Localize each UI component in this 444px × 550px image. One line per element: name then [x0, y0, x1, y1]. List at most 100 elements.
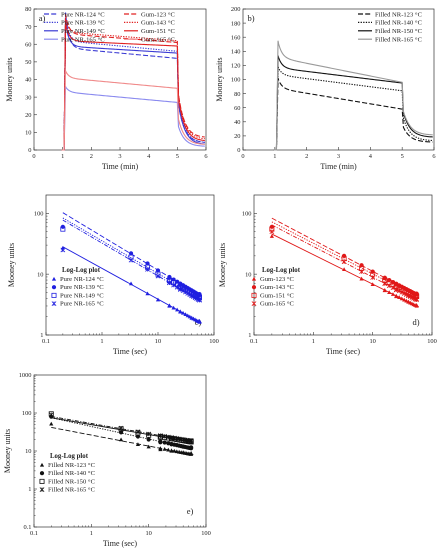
- panel-tag: b): [247, 13, 254, 23]
- data-point: [197, 319, 202, 324]
- data-point: [414, 297, 419, 303]
- legend-label: Filled NR-165 °C: [48, 487, 96, 494]
- y-tick-label: 100: [242, 211, 252, 218]
- fit-line: [62, 217, 202, 300]
- data-point: [359, 269, 364, 275]
- legend-marker: [51, 285, 57, 290]
- data-point: [359, 263, 364, 268]
- panel-tag: e): [187, 506, 194, 516]
- x-tick-label: 1: [273, 153, 276, 160]
- data-point: [387, 290, 392, 295]
- series-line: [61, 86, 205, 151]
- y-tick-label: 40: [234, 119, 240, 126]
- data-point: [178, 309, 183, 314]
- legend-marker: [51, 301, 57, 306]
- y-tick-label: 30: [25, 94, 31, 101]
- data-point: [118, 425, 124, 431]
- y-tick-label: 100: [34, 211, 44, 218]
- data-point: [135, 434, 141, 439]
- x-tick-label: 6: [204, 153, 207, 160]
- legend-marker: [39, 478, 45, 484]
- legend-marker: [251, 276, 257, 281]
- data-point: [390, 292, 396, 296]
- data-point: [175, 307, 180, 312]
- legend-item: Filled NR-150 °C: [358, 28, 423, 35]
- legend-title: Log-Log plot: [62, 267, 101, 274]
- data-point: [341, 267, 347, 272]
- data-point: [393, 287, 399, 292]
- y-tick-label: 80: [25, 6, 31, 13]
- x-tick-label: 0.1: [250, 338, 258, 345]
- series-line: [273, 77, 433, 151]
- data-point: [189, 446, 194, 451]
- data-point: [60, 247, 66, 253]
- data-point: [162, 440, 167, 445]
- legend-item: Gum-143 °C: [251, 284, 295, 291]
- x-tick-label: 2: [90, 153, 93, 160]
- x-tick-label: 2: [305, 153, 308, 160]
- panel-e: 0.1 1 10 100 0.1 1 10 100 1000 Time (sec) Mooney u…: [3, 372, 211, 548]
- data-point: [155, 268, 161, 273]
- legend-item: Filled NR-140 °C: [39, 470, 96, 477]
- legend-marker: [51, 292, 57, 298]
- x-axis-label: Time (min): [102, 162, 139, 171]
- legend-item: Pure NR-149 °C: [51, 292, 104, 299]
- legend-label: Filled NR-140 °C: [48, 470, 96, 477]
- y-tick-label: 60: [234, 105, 240, 112]
- legend-label: Gum-143 °C: [260, 284, 295, 291]
- data-point: [394, 293, 399, 298]
- y-tick-label: 0.1: [24, 524, 32, 531]
- data-point: [171, 305, 176, 310]
- y-tick-label: 120: [231, 63, 241, 70]
- data-point: [172, 448, 177, 453]
- y-tick-label: 0: [28, 147, 31, 154]
- legend-item: Gum-165 °C: [251, 301, 295, 308]
- data-point: [171, 282, 176, 288]
- legend-label: Filled NR-165 °C: [375, 37, 423, 44]
- legend-item: Pure NR-149 °C: [44, 28, 105, 35]
- legend-item: Gum-151 °C: [124, 28, 176, 35]
- y-tick-label: 1000: [19, 372, 32, 379]
- data-point: [155, 273, 161, 279]
- data-point: [162, 447, 167, 451]
- data-point: [128, 251, 134, 256]
- legend-item: Gum-165 °C: [124, 37, 176, 44]
- legend-item: Filled NR-165 °C: [39, 487, 96, 494]
- legend-label: Pure NR-165 °C: [61, 37, 105, 44]
- data-point: [370, 275, 376, 280]
- legend-label: Pure NR-139 °C: [61, 20, 105, 27]
- data-point: [146, 444, 151, 449]
- data-point: [183, 312, 188, 317]
- legend-item: Gum-143 °C: [124, 20, 176, 27]
- legend-item: Filled NR-165 °C: [358, 37, 423, 44]
- legend-label: Filled NR-123 °C: [48, 462, 96, 469]
- panel-tag: d): [412, 317, 419, 327]
- x-tick-label: 5: [176, 153, 179, 160]
- y-tick-label: 10: [37, 271, 43, 278]
- data-point: [171, 277, 176, 282]
- data-point: [49, 421, 54, 426]
- data-point: [370, 269, 375, 274]
- x-tick-label: 0: [32, 153, 35, 160]
- y-tick-label: 1: [40, 332, 43, 339]
- y-axis-label: Mooney units: [7, 243, 16, 287]
- legend-marker: [39, 487, 45, 492]
- data-point: [145, 291, 150, 296]
- panel-tag: a): [39, 13, 46, 23]
- legend-label: Pure NR-124 °C: [61, 11, 105, 18]
- series-line: [61, 22, 205, 151]
- legend-label: Gum-123 °C: [141, 11, 176, 18]
- data-point: [269, 234, 274, 238]
- series-line: [273, 40, 433, 151]
- data-point: [128, 281, 134, 286]
- data-point: [118, 437, 124, 442]
- legend-label: Pure NR-139 °C: [60, 284, 104, 291]
- data-point: [135, 442, 141, 446]
- x-tick-label: 10: [145, 530, 151, 537]
- legend-marker: [251, 285, 257, 290]
- data-point: [197, 297, 202, 303]
